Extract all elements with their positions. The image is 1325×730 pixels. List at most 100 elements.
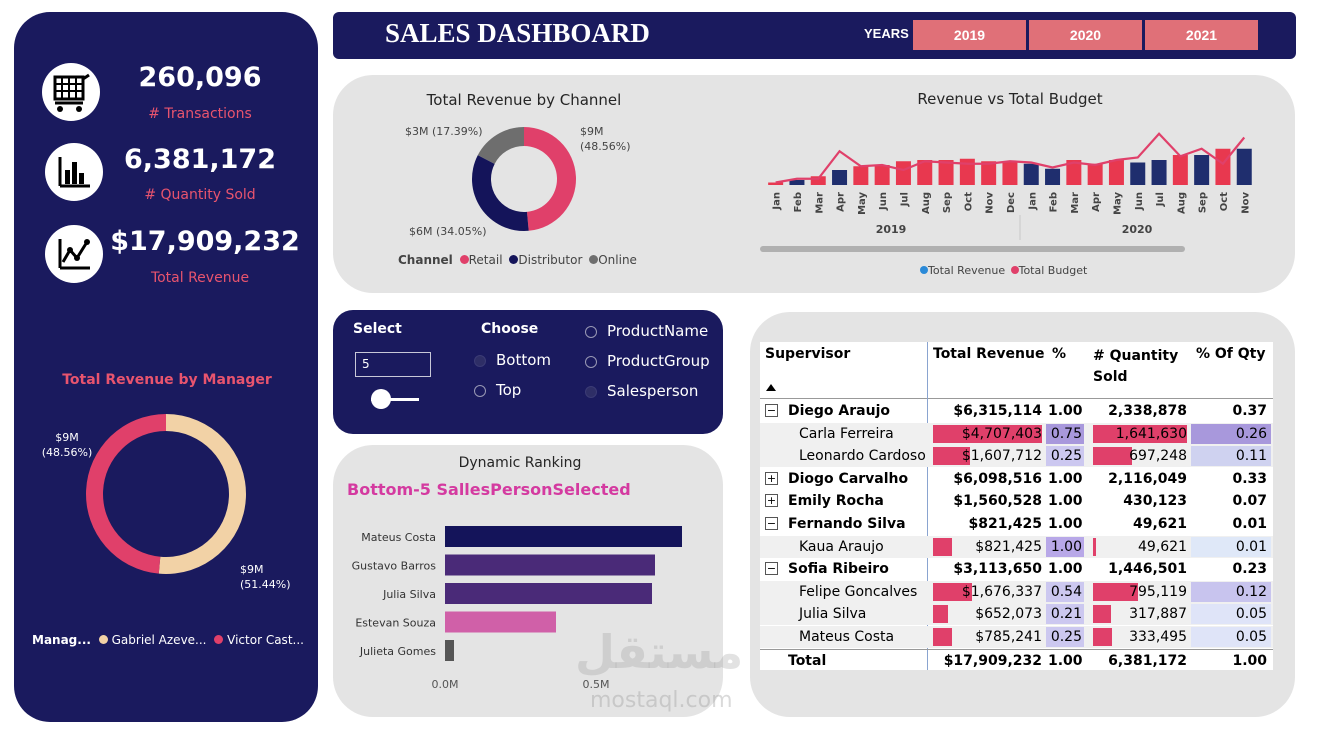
kpi-transactions-label: # Transactions: [148, 106, 252, 122]
choose-top-label[interactable]: Top: [496, 381, 522, 399]
pct-value: 0.25: [1050, 629, 1082, 645]
revenue-bar-1[interactable]: [789, 180, 805, 185]
select-slider-track[interactable]: [371, 398, 419, 401]
header-pct[interactable]: %: [1052, 346, 1067, 362]
year-2021-button[interactable]: 2021: [1145, 20, 1258, 50]
channel-legend-item-1[interactable]: Distributor: [518, 253, 583, 267]
revenue-bar-4[interactable]: [853, 166, 869, 185]
slice-distributor[interactable]: [472, 155, 529, 231]
expand-icon[interactable]: +: [765, 471, 778, 485]
bar-chart-icon: [45, 143, 103, 201]
revenue-bar-21[interactable]: [1215, 148, 1231, 185]
sort-arrow-icon[interactable]: [766, 384, 776, 391]
channel-legend-item-0[interactable]: Retail: [468, 253, 503, 267]
channel-label-retail-b: (48.56%): [580, 140, 631, 153]
table-row[interactable]: + Emily Rocha $1,560,528 1.00 430,123 0.07: [760, 490, 1273, 512]
table-row[interactable]: − Fernando Silva $821,425 1.00 49,621 0.01: [760, 513, 1273, 535]
productname-label[interactable]: ProductName: [607, 322, 709, 340]
channel-legend-item-2[interactable]: Online: [598, 253, 637, 267]
revenue-bar-18[interactable]: [1151, 160, 1167, 185]
header-pct-qty[interactable]: % Of Qty: [1196, 346, 1266, 362]
revenue-value: $6,315,114: [953, 403, 1042, 419]
slice-retail[interactable]: [524, 127, 576, 231]
header-supervisor[interactable]: Supervisor: [765, 346, 851, 362]
revenue-bar-15[interactable]: [1087, 163, 1103, 185]
rank-label-2: Julia Silva: [382, 588, 436, 601]
collapse-icon[interactable]: −: [765, 517, 778, 530]
table-row[interactable]: Total $17,909,232 1.00 6,381,172 1.00: [760, 648, 1273, 671]
table-row-child[interactable]: Felipe Goncalves $1,676,337 0.54 795,119 0.1…: [760, 580, 1273, 603]
select-value-input[interactable]: 5: [355, 352, 431, 377]
header-bar: SALES DASHBOARD YEARS 2019 2020 2021: [333, 12, 1296, 59]
rank-bar-1[interactable]: [445, 554, 655, 576]
collapse-icon[interactable]: −: [765, 562, 778, 576]
productgroup-radio[interactable]: [585, 356, 597, 368]
table-row[interactable]: − Sofia Ribeiro $3,113,650 1.00 1,446,501 0.2…: [760, 558, 1273, 580]
revenue-bar-19[interactable]: [1172, 155, 1188, 185]
qpct-value: 0.05: [1235, 629, 1267, 645]
revenue-bar-7[interactable]: [917, 160, 933, 185]
rank-bar-4[interactable]: [445, 640, 454, 661]
revenue-bar-17[interactable]: [1130, 162, 1146, 186]
revenue-bar-12[interactable]: [1023, 163, 1039, 185]
expand-icon[interactable]: +: [765, 494, 778, 508]
selection-panel: Select 5 Choose Bottom Top ProductName P…: [333, 310, 723, 434]
choose-top-radio[interactable]: [474, 385, 486, 397]
table-row-child[interactable]: Mateus Costa $785,241 0.25 333,495 0.05: [760, 626, 1273, 648]
productgroup-label[interactable]: ProductGroup: [607, 352, 710, 370]
revenue-bar-3[interactable]: [832, 170, 848, 185]
revenue-bar-8[interactable]: [938, 160, 954, 185]
table-row-child[interactable]: Kaua Araujo $821,425 1.00 49,621 0.01: [760, 535, 1273, 558]
manager-legend-item-1[interactable]: Victor Cast...: [227, 633, 304, 647]
revenue-bar-14[interactable]: [1066, 160, 1082, 185]
select-slider-handle[interactable]: [371, 389, 391, 409]
revenue-bar-5[interactable]: [874, 165, 890, 185]
qpct-value: 0.01: [1235, 538, 1267, 555]
rank-label-1: Gustavo Barros: [352, 560, 437, 573]
salesperson-label[interactable]: Salesperson: [607, 382, 699, 400]
watermark-logo-arabic: مستقل: [575, 625, 744, 679]
manager-legend-title: Manag...: [32, 633, 91, 647]
revenue-bar-0[interactable]: [768, 182, 784, 186]
slice-online[interactable]: [477, 127, 524, 164]
table-row-child[interactable]: Julia Silva $652,073 0.21 317,887 0.05: [760, 603, 1273, 626]
supervisor-table: Supervisor Total Revenue % # Quantity So…: [760, 342, 1273, 670]
revenue-bar-22[interactable]: [1236, 148, 1252, 185]
productname-radio[interactable]: [585, 326, 597, 338]
table-row-child[interactable]: Leonardo Cardoso $1,607,712 0.25 697,248 0.1…: [760, 445, 1273, 468]
revenue-bar-13[interactable]: [1045, 168, 1061, 185]
revenue-bar-6[interactable]: [895, 161, 911, 185]
year-2020-button[interactable]: 2020: [1029, 20, 1142, 50]
revenue-bar-11[interactable]: [1002, 161, 1018, 185]
salesperson-radio[interactable]: [585, 386, 597, 398]
revenue-bar-16[interactable]: [1108, 160, 1124, 185]
slice-victor[interactable]: [85, 414, 166, 574]
revenue-bar-9[interactable]: [959, 158, 975, 185]
revenue-value: $652,073: [975, 606, 1042, 623]
choose-bottom-label[interactable]: Bottom: [496, 351, 552, 369]
rank-bar-0[interactable]: [445, 526, 682, 547]
rank-bar-3[interactable]: [445, 611, 556, 633]
legend-dot-retail: [459, 255, 469, 264]
slice-gabriel[interactable]: [158, 414, 246, 574]
table-row[interactable]: − Diego Araujo $6,315,114 1.00 2,338,878 0.37: [760, 400, 1273, 422]
legend-total-budget[interactable]: Total Budget: [1018, 264, 1088, 277]
pct-value: 1.00: [1048, 516, 1083, 532]
revenue-bar-2[interactable]: [810, 176, 826, 185]
rank-bar-2[interactable]: [445, 583, 652, 604]
qpct-value: 0.11: [1235, 448, 1267, 465]
pct-value: 0.54: [1050, 583, 1082, 600]
revenue-data-bar: [933, 424, 1042, 443]
header-total-revenue[interactable]: Total Revenue: [933, 346, 1045, 362]
collapse-icon[interactable]: −: [765, 404, 778, 417]
manager-legend-item-0[interactable]: Gabriel Azeve...: [111, 633, 207, 647]
revenue-bar-10[interactable]: [981, 161, 997, 185]
choose-bottom-radio[interactable]: [474, 355, 486, 367]
legend-total-revenue[interactable]: Total Revenue: [928, 264, 1006, 277]
year-group-2019: 2019: [876, 223, 907, 236]
table-row-child[interactable]: Carla Ferreira $4,707,403 0.75 1,641,630 0.2…: [760, 422, 1273, 445]
table-row[interactable]: + Diogo Carvalho $6,098,516 1.00 2,116,049 0.…: [760, 468, 1273, 490]
header-quantity-sold[interactable]: # Quantity Sold: [1093, 348, 1179, 385]
year-2019-button[interactable]: 2019: [913, 20, 1026, 50]
revenue-bar-20[interactable]: [1194, 155, 1210, 185]
